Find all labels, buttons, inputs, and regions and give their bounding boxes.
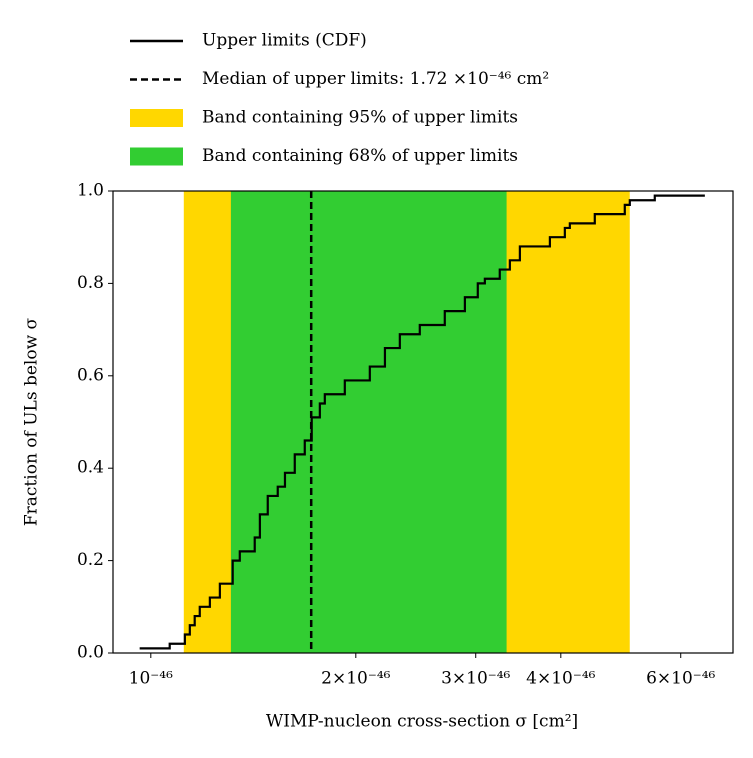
y-axis-label: Fraction of ULs below σ (22, 317, 42, 526)
y-tick-label: 0.0 (77, 643, 104, 663)
y-tick-label: 0.2 (77, 550, 104, 570)
x-tick-label: 3×10⁻⁴⁶ (441, 669, 510, 689)
y-tick-label: 0.4 (77, 458, 104, 478)
x-tick-label: 2×10⁻⁴⁶ (321, 669, 390, 689)
legend-label: Band containing 95% of upper limits (202, 108, 518, 128)
x-tick-label: 6×10⁻⁴⁶ (646, 669, 715, 689)
x-axis-label: WIMP-nucleon cross-section σ [cm²] (266, 712, 578, 732)
y-tick-label: 0.6 (77, 365, 104, 385)
legend-swatch (130, 109, 183, 127)
legend-swatch (130, 147, 183, 166)
x-tick-label: 10⁻⁴⁶ (129, 669, 173, 689)
y-tick-label: 1.0 (77, 181, 104, 201)
band (230, 191, 507, 653)
legend-label: Band containing 68% of upper limits (202, 146, 518, 166)
plot-frame (112, 190, 734, 654)
y-tick-label: 0.8 (77, 273, 104, 293)
x-tick-label: 4×10⁻⁴⁶ (526, 669, 595, 689)
legend-label: Upper limits (CDF) (202, 31, 367, 51)
cdf-line (139, 194, 705, 650)
legend-label: Median of upper limits: 1.72 ×10⁻⁴⁶ cm² (202, 69, 549, 89)
